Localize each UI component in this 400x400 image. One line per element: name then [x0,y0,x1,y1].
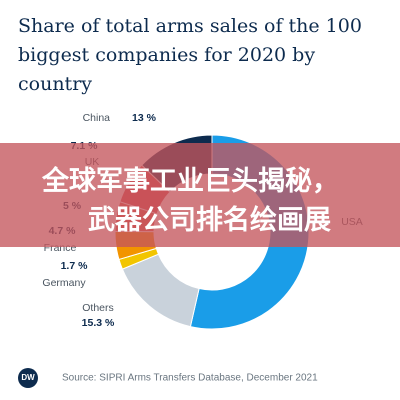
banner [0,143,400,247]
value-label: 15.3 % [82,317,115,329]
chart-title: Share of total arms sales of the 100 big… [18,15,362,95]
category-label: Germany [42,277,86,289]
value-label: 13 % [132,112,157,124]
logo [18,368,38,388]
category-label: Others [82,302,114,314]
banner-text: 全球军事工业巨头揭秘， [41,165,339,196]
banner-text: 武器公司排名绘画展 [88,204,331,235]
category-label: China [83,112,111,124]
value-label: 1.7 % [61,260,89,272]
donut-segment [121,253,200,328]
logo-text: DW [21,373,35,382]
source: Source: SIPRI Arms Transfers Database, D… [62,373,318,384]
